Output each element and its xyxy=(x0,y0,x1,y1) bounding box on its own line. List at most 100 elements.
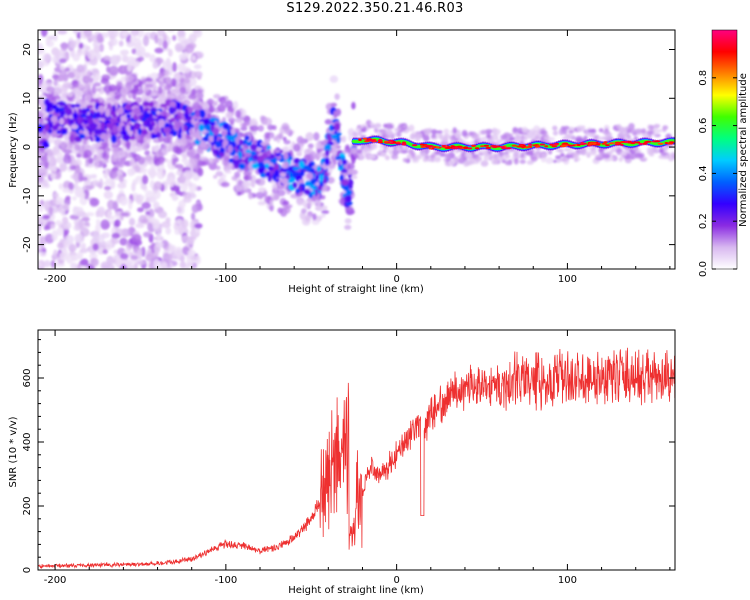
spectrogram-cell xyxy=(284,206,291,214)
spectrogram-cell xyxy=(193,64,202,70)
spectrogram-cell xyxy=(194,223,203,229)
spectrogram-cell xyxy=(307,200,313,208)
spectrogram-cell xyxy=(72,112,79,120)
spectrogram-cell xyxy=(233,100,239,110)
spectrogram-cell xyxy=(83,118,89,125)
spectrogram-xtick-label: -100 xyxy=(215,274,238,285)
spectrogram-cell xyxy=(260,115,265,122)
spectrogram-cell xyxy=(84,221,90,227)
spectrogram-cell xyxy=(108,45,114,51)
spectrogram-cell xyxy=(103,181,111,186)
spectrogram-cell xyxy=(131,48,137,55)
spectrogram-cell xyxy=(95,52,102,61)
spectrogram-cell xyxy=(162,143,167,150)
spectrogram-cell xyxy=(208,105,215,113)
spectrogram-cell xyxy=(174,157,179,163)
spectrogram-cell xyxy=(100,219,110,230)
spectrogram-cell xyxy=(144,134,153,138)
spectrogram-cell xyxy=(257,125,264,132)
spectrogram-cell xyxy=(173,119,178,127)
snr-ytick-label: 600 xyxy=(22,368,33,387)
spectrogram-cell xyxy=(59,162,68,172)
spectrogram-cell xyxy=(369,139,376,142)
spectrogram-cell xyxy=(78,129,84,134)
spectrogram-cell xyxy=(140,183,147,190)
spectrogram-cell xyxy=(172,35,177,41)
spectrogram-cell xyxy=(307,143,314,149)
spectrogram-cell xyxy=(68,182,74,191)
spectrogram-cell xyxy=(71,160,79,166)
spectrogram-cell xyxy=(77,119,81,125)
spectrogram-cell xyxy=(266,149,272,157)
spectrogram-cell xyxy=(106,66,111,73)
spectrogram-cell xyxy=(641,157,648,161)
spectrogram-cell xyxy=(102,248,108,255)
spectrogram-cell xyxy=(552,125,558,131)
colorbar-tick-label: 0.8 xyxy=(698,70,709,86)
spectrogram-cell xyxy=(244,152,252,158)
spectrogram-cell xyxy=(103,55,111,62)
spectrogram-cell xyxy=(586,146,593,150)
spectrogram-cell xyxy=(501,147,507,150)
spectrogram-cell xyxy=(137,249,142,260)
spectrogram-cell xyxy=(156,110,161,115)
spectrogram-cell xyxy=(623,141,629,144)
spectrogram-cell xyxy=(110,30,119,38)
spectrogram-cell xyxy=(158,37,163,47)
spectrogram-cell xyxy=(114,90,122,98)
spectrogram-cell xyxy=(378,138,382,141)
spectrogram-cell xyxy=(536,145,541,148)
spectrogram-cell xyxy=(333,110,338,119)
spectrogram-cell xyxy=(319,174,324,182)
spectrogram-cell xyxy=(255,191,265,199)
spectrogram-cell xyxy=(252,154,259,161)
spectrogram-cell xyxy=(480,129,488,135)
spectrogram-cell xyxy=(471,145,475,148)
spectrogram-cell xyxy=(137,207,144,213)
spectrogram-ytick-label: -20 xyxy=(22,236,33,252)
spectrogram-cell xyxy=(42,214,51,220)
spectrogram-cell xyxy=(666,142,674,145)
spectrogram-cell xyxy=(284,161,289,169)
spectrogram-cell xyxy=(39,251,47,257)
spectrogram-cell xyxy=(326,133,331,140)
spectrogram-cell xyxy=(83,189,90,200)
spectrogram-cell xyxy=(190,212,196,221)
spectrogram-cell xyxy=(555,155,562,160)
spectrogram-cell xyxy=(128,74,134,82)
spectrogram-cell xyxy=(116,116,121,123)
spectrogram-cell xyxy=(526,160,534,165)
spectrogram-cell xyxy=(162,60,173,71)
spectrogram-cell xyxy=(288,156,293,161)
spectrogram-cell xyxy=(134,125,140,131)
spectrogram-cell xyxy=(55,138,63,144)
spectrogram-cell xyxy=(38,117,44,124)
spectrogram-cell xyxy=(213,135,218,142)
spectrogram-cell xyxy=(141,246,146,258)
spectrogram-cell xyxy=(317,184,323,191)
spectrogram-cell xyxy=(305,132,314,142)
spectrogram-cell xyxy=(468,132,474,137)
colorbar-frame xyxy=(711,29,738,270)
spectrogram-cell xyxy=(163,127,171,134)
spectrogram-cell xyxy=(89,197,100,207)
spectrogram-cell xyxy=(44,123,50,132)
spectrogram-cell xyxy=(401,125,408,129)
spectrogram-cell xyxy=(321,209,330,214)
spectrogram-cell xyxy=(141,218,149,224)
spectrogram-cell xyxy=(57,242,64,249)
spectrogram-cell xyxy=(57,30,68,35)
spectrogram-cell xyxy=(62,216,69,225)
spectrogram-cell xyxy=(92,41,100,48)
spectrogram-cell xyxy=(58,183,64,190)
spectrogram-cell xyxy=(296,151,303,157)
spectrogram-ytick-label: 0 xyxy=(22,144,33,150)
spectrogram-cell xyxy=(653,129,659,136)
spectrogram-cell xyxy=(443,128,450,135)
spectrogram-cell xyxy=(199,109,206,119)
spectrogram-cell xyxy=(187,170,193,176)
spectrogram-cell xyxy=(514,134,522,142)
spectrogram-cell xyxy=(298,160,305,169)
spectrogram-cell xyxy=(76,153,82,159)
spectrogram-xtick-label: -200 xyxy=(44,274,67,285)
